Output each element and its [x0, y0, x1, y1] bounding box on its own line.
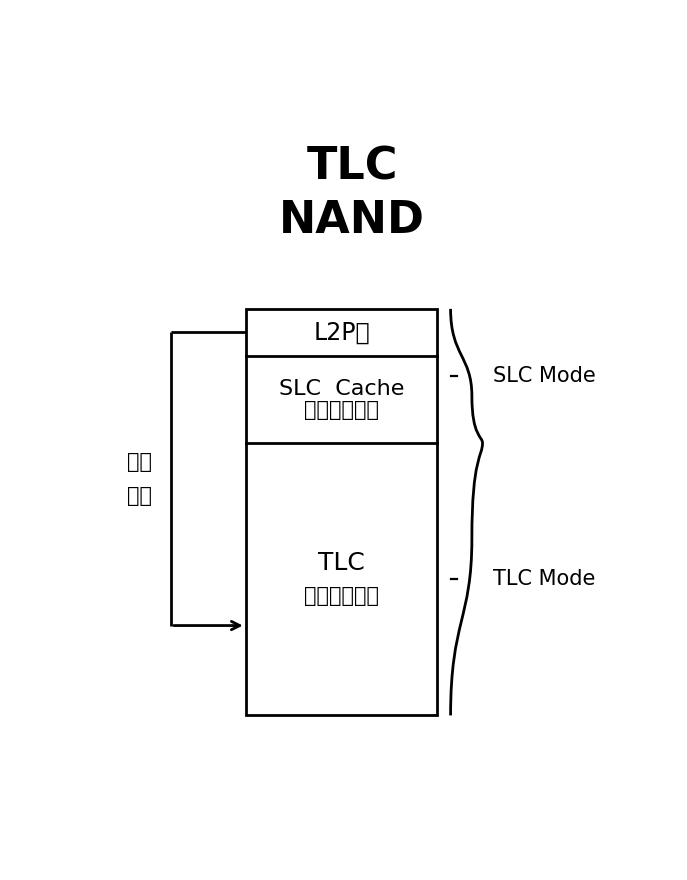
Text: TLC: TLC — [306, 145, 398, 188]
Text: 搞移: 搞移 — [126, 486, 152, 506]
Text: SLC  Cache: SLC Cache — [279, 379, 404, 399]
Bar — [246, 309, 438, 715]
Text: （用户数据）: （用户数据） — [304, 585, 379, 605]
Text: （用户数据）: （用户数据） — [304, 400, 379, 420]
Text: 满了: 满了 — [126, 452, 152, 472]
Text: NAND: NAND — [279, 199, 425, 242]
Text: TLC Mode: TLC Mode — [493, 569, 596, 590]
Text: TLC: TLC — [318, 551, 365, 575]
Text: SLC Mode: SLC Mode — [493, 366, 596, 386]
Text: L2P表: L2P表 — [313, 320, 370, 344]
